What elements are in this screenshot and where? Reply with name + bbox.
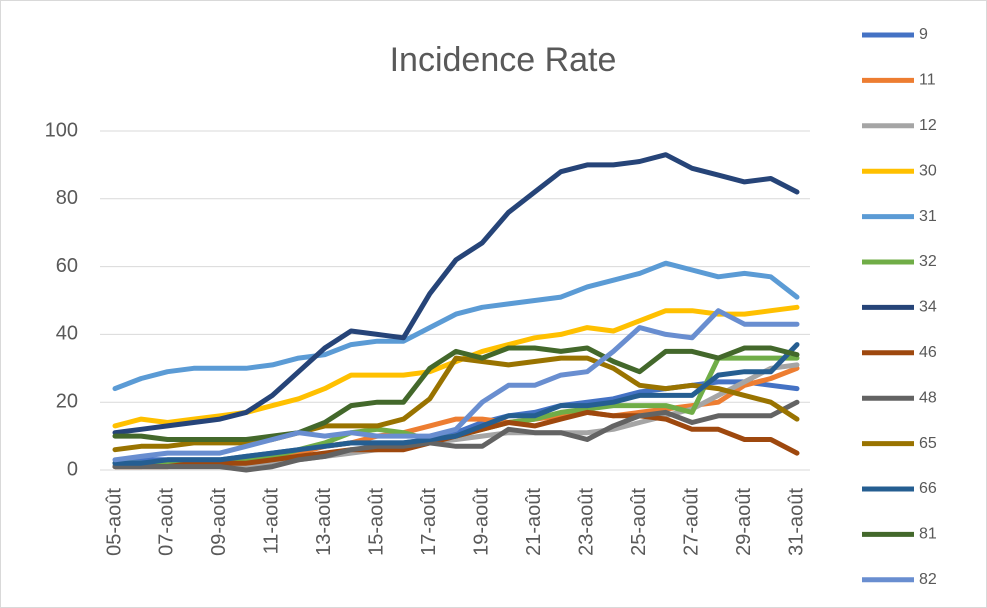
y-tick-label: 80 [56,187,78,209]
x-tick-label: 29-août [733,488,755,556]
x-tick-label: 09-août [208,488,230,556]
legend-label: 30 [919,162,937,179]
y-tick-label: 60 [56,255,78,277]
x-tick-label: 11-août [261,488,283,555]
legend-label: 34 [919,299,937,316]
series-line [112,345,800,442]
legend-label: 46 [919,344,937,361]
x-tick-label: 07-août [156,488,178,556]
series-line [112,308,800,463]
x-tick-label: 21-août [523,488,545,556]
series-line [112,152,800,436]
series-line [112,355,800,453]
x-tick-label: 27-août [680,488,702,556]
y-tick-label: 20 [56,390,78,412]
x-tick-label: 13-août [313,488,335,556]
series-line [112,399,800,473]
chart-title: Incidence Rate [390,41,617,79]
x-tick-label: 05-août [103,488,125,556]
series-line [112,342,800,466]
x-tick-label: 31-août [785,488,807,556]
x-tick-label: 23-août [575,488,597,556]
legend-label: 65 [919,435,937,452]
series-line [112,260,800,392]
legend-label: 66 [919,480,937,497]
legend-label: 48 [919,389,937,406]
y-tick-label: 40 [56,323,78,345]
legend-label: 32 [919,253,937,270]
legend-label: 82 [919,571,937,588]
x-tick-label: 19-août [471,488,493,556]
legend-label: 11 [919,72,936,89]
x-tick-label: 17-août [418,488,440,556]
y-tick-label: 0 [67,458,78,480]
x-tick-label: 15-août [366,488,388,556]
legend-label: 31 [919,208,937,225]
x-tick-label: 25-août [628,488,650,556]
legend-label: 12 [919,117,937,134]
y-tick-label: 100 [45,119,78,141]
legend-label: 9 [919,26,928,43]
legend-label: 81 [919,526,937,543]
